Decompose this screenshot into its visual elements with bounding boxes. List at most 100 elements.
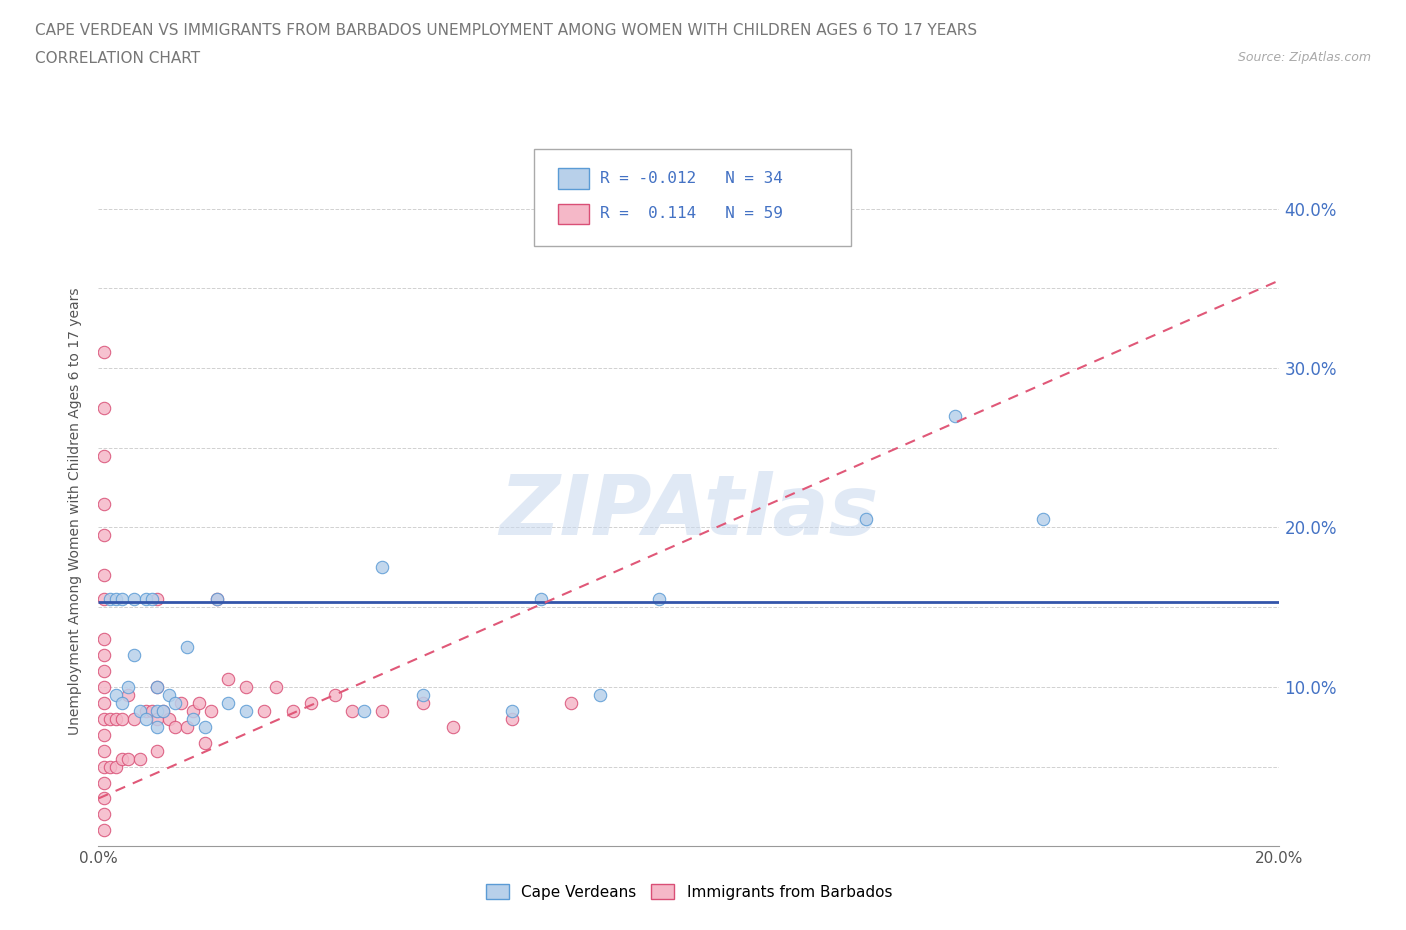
Point [146, 743, 169, 758]
Point [283, 703, 305, 718]
Point [205, 591, 228, 606]
Point [141, 703, 163, 718]
Point [135, 711, 157, 726]
Point [217, 696, 239, 711]
Point [93, 647, 115, 662]
Point [205, 591, 228, 606]
Text: Source: ZipAtlas.com: Source: ZipAtlas.com [1237, 51, 1371, 64]
Point [93, 663, 115, 678]
Point [353, 703, 375, 718]
Point [93, 696, 115, 711]
Point [152, 703, 174, 718]
Point [560, 696, 582, 711]
Point [146, 591, 169, 606]
Point [412, 696, 434, 711]
Point [98, 759, 121, 774]
Point [93, 591, 115, 606]
Point [152, 703, 174, 718]
Point [117, 680, 139, 695]
Point [117, 687, 139, 702]
Point [111, 696, 134, 711]
Point [122, 591, 145, 606]
Point [93, 448, 115, 463]
Point [217, 671, 239, 686]
Point [111, 591, 134, 606]
Point [146, 703, 169, 718]
Point [93, 631, 115, 646]
Point [105, 711, 128, 726]
Point [253, 703, 276, 718]
Point [93, 775, 115, 790]
Point [122, 647, 145, 662]
Point [299, 696, 322, 711]
Point [176, 719, 198, 734]
Point [98, 711, 121, 726]
Text: R =  0.114   N = 59: R = 0.114 N = 59 [600, 206, 783, 221]
Point [93, 791, 115, 806]
Point [105, 591, 128, 606]
Point [342, 703, 364, 718]
Point [648, 591, 671, 606]
Point [146, 711, 169, 726]
Point [93, 807, 115, 822]
Text: CAPE VERDEAN VS IMMIGRANTS FROM BARBADOS UNEMPLOYMENT AMONG WOMEN WITH CHILDREN : CAPE VERDEAN VS IMMIGRANTS FROM BARBADOS… [35, 23, 977, 38]
Point [371, 703, 394, 718]
Point [165, 719, 187, 734]
Point [93, 823, 115, 838]
Point [181, 703, 204, 718]
Point [323, 687, 346, 702]
Point [93, 727, 115, 742]
Point [93, 743, 115, 758]
Point [187, 696, 209, 711]
Point [530, 591, 553, 606]
Point [855, 512, 877, 527]
Point [194, 719, 217, 734]
Point [122, 711, 145, 726]
Point [93, 496, 115, 511]
Point [93, 568, 115, 583]
Point [501, 711, 523, 726]
Legend: Cape Verdeans, Immigrants from Barbados: Cape Verdeans, Immigrants from Barbados [479, 877, 898, 906]
Text: R = -0.012   N = 34: R = -0.012 N = 34 [600, 171, 783, 186]
Point [170, 696, 193, 711]
Point [943, 408, 966, 423]
Point [128, 751, 150, 766]
Point [105, 687, 128, 702]
Point [135, 703, 157, 718]
Point [141, 591, 163, 606]
Point [176, 640, 198, 655]
Text: CORRELATION CHART: CORRELATION CHART [35, 51, 200, 66]
Point [264, 680, 287, 695]
Point [165, 696, 187, 711]
Point [93, 711, 115, 726]
Point [589, 687, 612, 702]
Text: ZIPAtlas: ZIPAtlas [499, 471, 879, 552]
Point [117, 751, 139, 766]
Point [98, 591, 121, 606]
Point [371, 560, 394, 575]
Point [194, 736, 217, 751]
Point [93, 401, 115, 416]
Point [200, 703, 222, 718]
Point [146, 680, 169, 695]
Point [501, 703, 523, 718]
Point [181, 711, 204, 726]
Point [235, 703, 257, 718]
Point [111, 751, 134, 766]
Point [412, 687, 434, 702]
Point [93, 759, 115, 774]
Point [93, 528, 115, 543]
Y-axis label: Unemployment Among Women with Children Ages 6 to 17 years: Unemployment Among Women with Children A… [69, 287, 83, 736]
Point [1032, 512, 1054, 527]
Point [93, 345, 115, 360]
Point [111, 711, 134, 726]
Point [441, 719, 464, 734]
Point [146, 680, 169, 695]
Point [157, 711, 180, 726]
Point [93, 680, 115, 695]
Point [157, 687, 180, 702]
Point [128, 703, 150, 718]
Point [235, 680, 257, 695]
Point [105, 759, 128, 774]
Point [135, 591, 157, 606]
